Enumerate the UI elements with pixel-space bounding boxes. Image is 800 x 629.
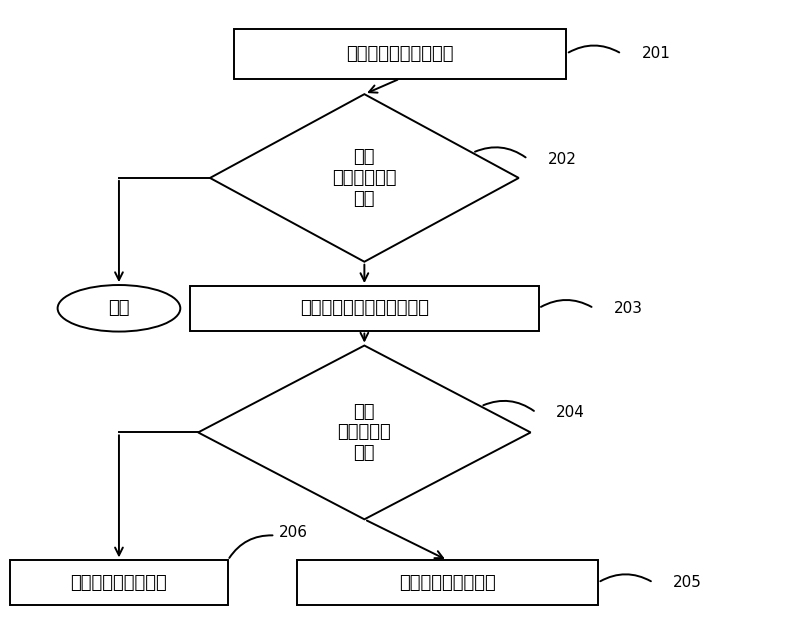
Ellipse shape bbox=[58, 285, 180, 331]
Text: 201: 201 bbox=[642, 47, 670, 61]
Text: 判断
散热风扇组
转速: 判断 散热风扇组 转速 bbox=[338, 403, 391, 462]
Text: 204: 204 bbox=[556, 405, 585, 420]
Text: 206: 206 bbox=[279, 525, 308, 540]
Text: 读取对应的散热风扇组转速: 读取对应的散热风扇组转速 bbox=[300, 299, 429, 317]
Polygon shape bbox=[210, 94, 518, 262]
FancyBboxPatch shape bbox=[10, 560, 228, 605]
FancyBboxPatch shape bbox=[297, 560, 598, 605]
Text: 加大第二冷却液流量: 加大第二冷却液流量 bbox=[70, 574, 167, 592]
Polygon shape bbox=[198, 345, 530, 520]
Text: 205: 205 bbox=[673, 575, 702, 590]
Text: 结束: 结束 bbox=[108, 299, 130, 317]
Text: 提高散热风扇组转速: 提高散热风扇组转速 bbox=[399, 574, 496, 592]
FancyBboxPatch shape bbox=[234, 29, 566, 79]
Text: 感测伺服器的内部温度: 感测伺服器的内部温度 bbox=[346, 45, 454, 63]
Text: 判别
伺服器的内部
温度: 判别 伺服器的内部 温度 bbox=[332, 148, 397, 208]
Text: 203: 203 bbox=[614, 301, 642, 316]
FancyBboxPatch shape bbox=[190, 286, 538, 331]
Text: 202: 202 bbox=[548, 152, 577, 167]
